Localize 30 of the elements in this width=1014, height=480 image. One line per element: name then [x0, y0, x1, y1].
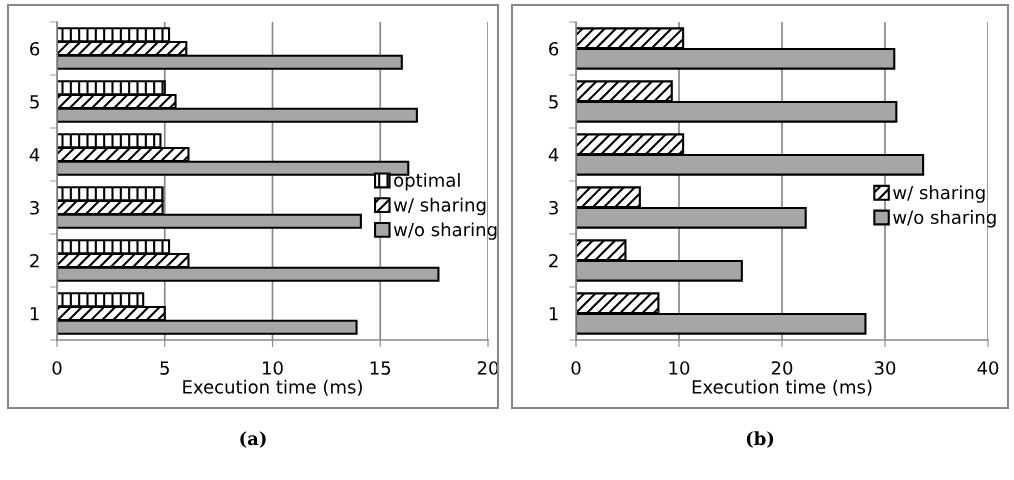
x-tick-label: 10: [263, 361, 283, 375]
y-tick-label: 2: [30, 253, 39, 268]
y-tick-label: 5: [549, 95, 558, 109]
x-axis-title: Execution time (ms): [692, 379, 872, 396]
y-tick-label: 2: [549, 253, 558, 268]
text: (b): [746, 431, 774, 448]
y-tick-label: 6: [549, 41, 559, 56]
x-tick-label: 15: [370, 361, 391, 375]
y-tick-label: 3: [30, 200, 39, 215]
y-tick-label: 3: [549, 200, 558, 215]
x-axis-title: Execution time (ms): [183, 379, 362, 396]
y-tick-label: 4: [29, 148, 40, 162]
legend-label: optimal: [394, 173, 460, 191]
x-tick-label: 40: [977, 361, 999, 375]
y-tick-label: 1: [549, 307, 558, 321]
legend-label: w/ sharing: [893, 185, 985, 203]
x-tick-label: 0: [571, 361, 581, 375]
y-tick-label: 4: [548, 148, 559, 162]
x-tick-label: 30: [874, 361, 896, 375]
x-tick-label: 5: [160, 361, 169, 375]
x-tick-label: 20: [771, 361, 793, 375]
y-tick-label: 1: [30, 307, 39, 321]
legend-label: w/o sharing: [393, 222, 497, 240]
text: (a): [240, 431, 266, 448]
y-tick-label: 6: [30, 41, 40, 56]
x-tick-label: 10: [669, 361, 690, 375]
y-tick-label: 5: [30, 95, 39, 109]
legend-label: w/ sharing: [393, 197, 486, 216]
x-tick-label: 0: [52, 361, 62, 375]
legend-label: w/o sharing: [893, 210, 996, 228]
